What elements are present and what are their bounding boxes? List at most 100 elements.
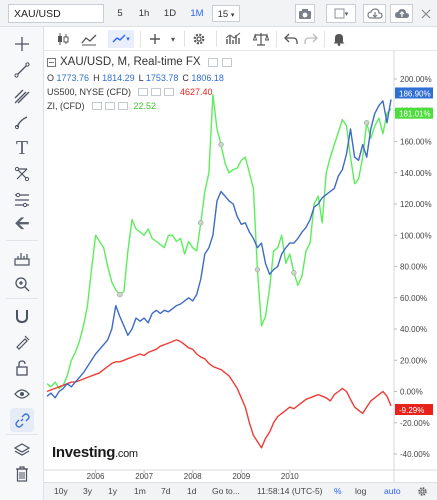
percent-scale-toggle[interactable]: % (334, 486, 342, 496)
draw-mode-icon[interactable] (10, 330, 34, 354)
clock-time: 11:58:14 (UTC-5) (257, 486, 323, 496)
area-chart-icon[interactable] (80, 30, 98, 48)
candlestick-icon[interactable] (54, 30, 72, 48)
timeframe-dropdown[interactable]: 15 ▾ (212, 5, 240, 22)
y-tick-label: 120.00% (400, 200, 432, 209)
range-10y-button[interactable]: 10y (54, 486, 68, 496)
timeframe-1d-button[interactable]: 1D (163, 8, 177, 19)
chevron-down-icon[interactable]: ▾ (170, 34, 175, 44)
ohlc-open: O 1773.76 (47, 73, 90, 83)
goto-date-button[interactable]: Go to... (212, 486, 240, 496)
legend-hide-icon[interactable] (151, 88, 162, 96)
chevron-down-icon: ▾ (344, 10, 349, 18)
legend-close-icon[interactable] (221, 57, 232, 67)
bottom-toolbar: 10y 3y 1y 1m 7d 1d Go to... 11:58:14 (UT… (44, 482, 437, 500)
range-3y-button[interactable]: 3y (83, 486, 92, 496)
timeframe-1m-button[interactable]: 1M (190, 8, 204, 19)
link-icon[interactable] (10, 408, 34, 432)
plus-icon[interactable] (146, 30, 164, 48)
sidebar-divider (6, 240, 38, 241)
price-chart[interactable]: 200.00%180.00%160.00%140.00%120.00%100.0… (44, 51, 437, 482)
camera-icon[interactable] (295, 4, 315, 23)
log-scale-toggle[interactable]: log (355, 486, 367, 496)
legend-hide-icon[interactable] (104, 102, 115, 110)
line-chart-dropdown[interactable]: ▾ (108, 30, 134, 48)
zi-legend-value: 22.52 (133, 101, 157, 111)
cloud-upload-icon[interactable] (390, 4, 413, 23)
zi-legend-label: ZI, (CFD) (47, 101, 85, 111)
event-marker (364, 120, 370, 126)
trash-icon[interactable] (10, 462, 34, 486)
legend-close-icon[interactable] (117, 102, 128, 110)
legend-us500-row: US500, NYSE (CFD) 4627.40 (47, 87, 213, 97)
text-icon[interactable]: T (15, 137, 28, 159)
auto-scale-toggle[interactable]: auto (384, 486, 401, 496)
y-tick-label: 60.00% (400, 294, 427, 303)
pitchfork-icon[interactable] (10, 84, 34, 108)
zi-series-line (46, 93, 392, 390)
gear-icon[interactable] (190, 30, 208, 48)
cloud-download-icon[interactable] (363, 4, 386, 23)
legend-settings-icon[interactable] (91, 102, 102, 110)
timeframe-dropdown-label: 15 (217, 9, 229, 20)
sidebar-divider (6, 298, 38, 299)
scale-balance-icon[interactable] (250, 30, 272, 48)
ohlc-close: C 1806.18 (182, 73, 224, 83)
alert-bell-icon[interactable] (330, 30, 348, 48)
event-marker (198, 220, 204, 226)
event-marker (117, 291, 123, 298)
event-marker (218, 141, 224, 148)
range-1d-button[interactable]: 1d (187, 486, 197, 496)
gear-icon[interactable] (417, 486, 428, 499)
indicators-icon[interactable] (222, 30, 246, 48)
event-marker (291, 270, 297, 276)
last-value-badges: 186.90% 181.01% -9.29% (395, 87, 433, 416)
range-1m-button[interactable]: 1m (134, 486, 146, 496)
timeframe-1h-button[interactable]: 1h (138, 8, 150, 19)
measure-icon[interactable] (10, 246, 34, 270)
series-layer (46, 93, 392, 449)
last-value-label: 181.01% (399, 110, 431, 119)
last-value-badge (395, 107, 433, 119)
legend-settings-icon[interactable] (207, 57, 218, 67)
magnet-icon[interactable] (10, 304, 34, 328)
trend-line-icon[interactable] (10, 58, 34, 82)
sidebar-divider (6, 434, 38, 435)
brush-icon[interactable] (10, 110, 34, 134)
legend-settings-icon[interactable] (138, 88, 149, 96)
x-axis: 2006 2007 2008 2009 2010 (44, 469, 437, 481)
y-tick-label: 140.00% (400, 169, 432, 178)
ohlc-high: H 1814.29 (93, 73, 135, 83)
fib-levels-icon[interactable] (10, 188, 34, 212)
expand-icon[interactable] (418, 4, 434, 23)
pattern-icon[interactable] (10, 162, 34, 186)
y-tick-label: -40.00% (400, 450, 430, 459)
lock-icon[interactable] (10, 356, 34, 380)
last-value-badge (395, 87, 433, 99)
zoom-in-icon[interactable] (10, 272, 34, 296)
legend-close-icon[interactable] (164, 88, 175, 96)
redo-icon[interactable] (302, 30, 320, 48)
chart-toolbar: ▾ ▾ (44, 27, 437, 51)
legend-ohlc-row: O 1773.76 H 1814.29 L 1753.78 C 1806.18 (47, 73, 224, 83)
collapse-icon[interactable] (47, 57, 56, 67)
ohlc-low: L 1753.78 (138, 73, 179, 83)
eye-icon[interactable] (10, 382, 34, 406)
event-marker (254, 266, 261, 273)
range-1y-button[interactable]: 1y (108, 486, 117, 496)
crosshair-icon[interactable] (10, 32, 34, 56)
range-7d-button[interactable]: 7d (161, 486, 171, 496)
undo-icon[interactable] (282, 30, 300, 48)
chart-style-dropdown[interactable]: ▾ (326, 4, 356, 23)
y-tick-label: 20.00% (400, 356, 427, 365)
x-tick-label: 2007 (135, 472, 153, 481)
legend-zi-row: ZI, (CFD) 22.52 (47, 101, 156, 111)
chart-legend: XAU/USD, M, Real-time FX O 1773.76 H 181… (47, 56, 307, 116)
timeframe-5m-button[interactable]: 5 (117, 8, 123, 19)
x-tick-label: 2010 (281, 472, 299, 481)
symbol-search-input[interactable]: XAU/USD (8, 4, 104, 23)
last-value-label: 186.90% (399, 89, 431, 98)
layers-icon[interactable] (10, 438, 34, 462)
back-arrow-icon[interactable]: 🡨 (14, 213, 30, 233)
y-tick-label: 100.00% (400, 231, 432, 240)
